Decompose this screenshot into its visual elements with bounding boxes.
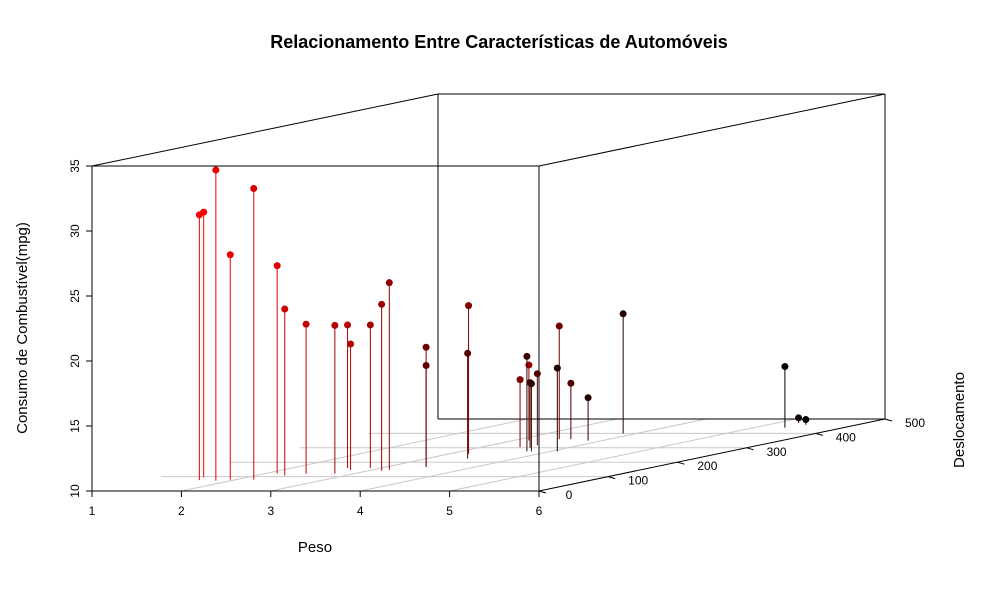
data-point — [331, 321, 339, 329]
box-edge — [91, 93, 439, 167]
data-point — [226, 251, 234, 259]
x-tick-label: 1 — [89, 504, 96, 518]
data-point — [533, 370, 541, 378]
axes: 1 2 3 4 5 6 10 15 20 25 30 35 0 100 200 300 400 500 — [68, 159, 925, 518]
plot-box — [91, 93, 886, 492]
x-tick-label: 2 — [178, 504, 185, 518]
y-tick-label: 200 — [697, 459, 717, 473]
z-tick-label: 25 — [68, 289, 82, 303]
data-point — [619, 310, 627, 318]
x-tick-label: 4 — [357, 504, 364, 518]
data-point — [302, 320, 310, 328]
data-point — [250, 184, 258, 192]
y-tick-label: 0 — [566, 488, 573, 502]
floor-gridline-width — [181, 418, 528, 492]
floor-gridline-width — [270, 418, 617, 492]
y-tick-label: 400 — [836, 430, 856, 444]
data-point — [378, 300, 386, 308]
data-point — [802, 416, 810, 424]
data-point — [781, 363, 789, 371]
box-edge — [538, 93, 886, 167]
data-point — [281, 305, 289, 313]
z-tick-label: 35 — [68, 159, 82, 173]
data-point — [465, 302, 473, 310]
data-point — [795, 414, 803, 422]
y-tick-label: 300 — [767, 445, 787, 459]
x-axis-label: Peso — [298, 539, 332, 556]
y-tick — [746, 447, 754, 451]
data-point — [464, 349, 472, 357]
x-tick-label: 6 — [536, 504, 543, 518]
floor-gridline-width — [449, 418, 796, 492]
y-tick — [538, 490, 547, 494]
data-point — [347, 340, 355, 348]
points-layer — [195, 166, 810, 481]
data-point — [422, 343, 430, 351]
y-tick — [815, 432, 823, 436]
chart-title: Relacionamento Entre Características de … — [270, 32, 728, 52]
y-tick-label: 500 — [905, 416, 925, 430]
z-tick-label: 30 — [68, 224, 82, 238]
y-tick — [608, 476, 616, 480]
data-point — [273, 262, 281, 270]
y-tick — [884, 418, 893, 422]
data-point — [344, 321, 352, 329]
x-tick-label: 5 — [446, 504, 453, 518]
box-edge — [538, 418, 886, 492]
y-axis-label: Deslocamento — [951, 372, 968, 468]
data-point — [567, 379, 575, 387]
data-point — [366, 321, 374, 329]
y-tick-label: 100 — [628, 474, 648, 488]
data-point — [527, 380, 535, 388]
y-tick — [677, 461, 685, 465]
data-point — [195, 211, 203, 219]
data-point — [523, 352, 531, 360]
data-point — [584, 394, 592, 402]
x-tick-label: 3 — [267, 504, 274, 518]
z-tick-label: 15 — [68, 419, 82, 433]
data-point — [422, 361, 430, 369]
data-point — [385, 279, 393, 287]
floor-gridline-width — [360, 418, 707, 492]
data-point — [553, 364, 561, 372]
z-tick-label: 10 — [68, 484, 82, 498]
z-tick-label: 20 — [68, 354, 82, 368]
data-point — [516, 376, 524, 384]
data-point — [555, 322, 563, 330]
z-axis-label: Consumo de Combustível(mpg) — [14, 222, 31, 434]
data-point — [212, 166, 220, 174]
